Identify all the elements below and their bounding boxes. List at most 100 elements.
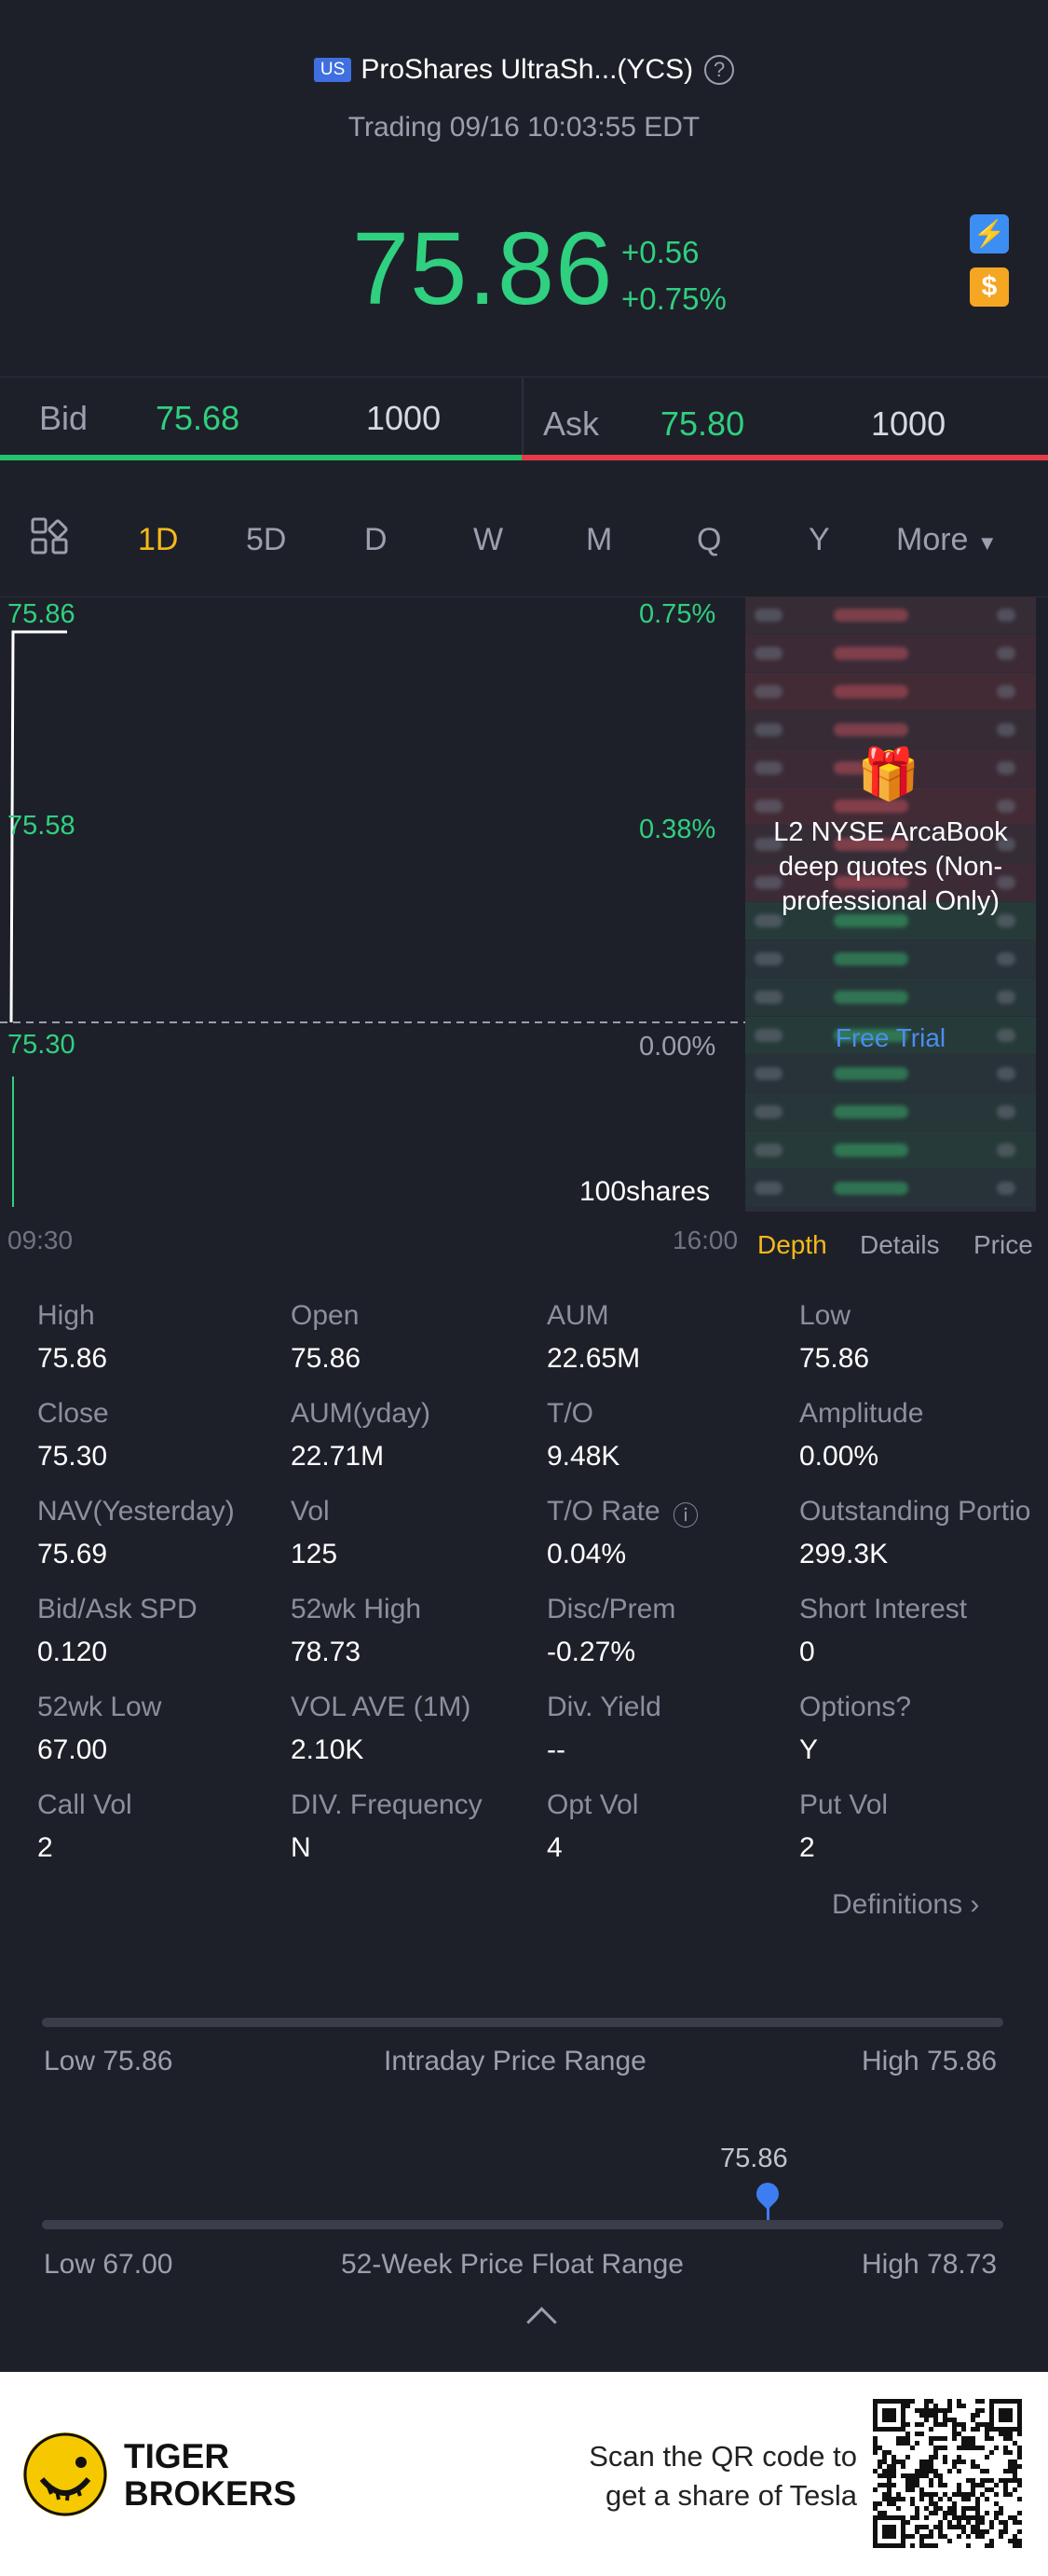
stat-value: 75.86	[799, 1343, 870, 1374]
trading-status: Trading 09/16 10:03:55 EDT	[347, 112, 701, 143]
y-pct-mid: 0.38%	[639, 815, 716, 844]
grid-icon[interactable]	[31, 517, 68, 555]
tab-details[interactable]: Details	[860, 1230, 940, 1259]
stat-item: Open 75.86	[291, 1300, 542, 1375]
stat-item: 52wk High 78.73	[291, 1594, 542, 1668]
stat-value: -0.27%	[547, 1637, 636, 1667]
week52-high: High 78.73	[862, 2249, 998, 2280]
tab-m[interactable]: M	[586, 522, 613, 557]
price-change: +0.56	[621, 235, 700, 269]
price-chart-svg	[0, 630, 745, 1207]
week52-current-value: 75.86	[720, 2144, 788, 2173]
stat-value: 2.10K	[291, 1734, 364, 1765]
tab-y[interactable]: Y	[809, 522, 830, 557]
stat-item: Bid/Ask SPD 0.120	[37, 1594, 289, 1668]
ticker-title: ProShares UltraSh...(YCS)	[361, 54, 694, 85]
y-label-high: 75.86	[7, 599, 75, 629]
stat-label: Low	[799, 1300, 851, 1331]
stat-value: 4	[547, 1832, 563, 1863]
tab-1d[interactable]: 1D	[138, 522, 179, 557]
stat-item: Opt Vol 4	[547, 1789, 798, 1864]
lightning-icon[interactable]: ⚡	[970, 214, 1009, 253]
stat-label: Options?	[799, 1692, 912, 1722]
intraday-chart[interactable]	[0, 596, 745, 1212]
stat-item: T/O Rate 0.04% ⓘ	[547, 1496, 798, 1570]
stat-value: 299.3K	[799, 1539, 889, 1569]
stat-item: VOL AVE (1M) 2.10K	[291, 1692, 542, 1766]
stat-item: Call Vol 2	[37, 1789, 289, 1864]
stat-label: Call Vol	[37, 1789, 132, 1820]
help-icon[interactable]: ?	[704, 55, 735, 85]
scan-text: Scan the QR code to get a share of Tesla	[540, 2437, 857, 2515]
bid-volume-bar	[0, 455, 522, 460]
stat-label: Close	[37, 1398, 109, 1429]
stat-value: 0	[799, 1637, 815, 1667]
x-label-end: 16:00	[673, 1226, 739, 1254]
price-series-line	[9, 630, 67, 1023]
market-badge: US	[313, 58, 352, 82]
chevron-up-icon[interactable]	[526, 2307, 557, 2337]
depth-row	[745, 1093, 1036, 1130]
depth-row	[745, 940, 1036, 978]
depth-row	[745, 864, 1036, 901]
brand-name: TIGER BROKERS	[124, 2438, 296, 2513]
brand-line-2: BROKERS	[124, 2474, 297, 2513]
tab-depth[interactable]: Depth	[757, 1230, 827, 1259]
stat-label: Amplitude	[799, 1398, 924, 1429]
stat-item: Outstanding Portio 299.3K	[799, 1496, 1048, 1570]
stat-value: 2	[799, 1832, 815, 1863]
stat-value: Y	[799, 1734, 819, 1765]
depth-panel[interactable]	[745, 596, 1036, 1212]
stat-label: 52wk High	[291, 1594, 422, 1624]
period-tabs: 1D 5D D W M Q Y More ▼	[0, 485, 1048, 597]
definitions-label: Definitions	[832, 1889, 963, 1920]
stat-label: 52wk Low	[37, 1692, 162, 1722]
info-icon[interactable]: ⓘ	[673, 1501, 700, 1530]
week52-range-title: 52-Week Price Float Range	[341, 2249, 684, 2280]
chevron-down-icon: ▼	[976, 531, 998, 555]
tab-price[interactable]: Price	[973, 1230, 1033, 1259]
stat-item: Options? Y	[799, 1692, 1048, 1766]
tab-w[interactable]: W	[473, 522, 504, 557]
bid-label: Bid	[39, 399, 88, 437]
bid-price: 75.68	[156, 399, 240, 437]
stat-label: High	[37, 1300, 95, 1331]
stat-value: 0.04%	[547, 1539, 627, 1569]
depth-row	[745, 1131, 1036, 1169]
stat-value: 0.120	[37, 1637, 108, 1667]
depth-row	[745, 749, 1036, 787]
dollar-icon[interactable]: $	[970, 267, 1009, 307]
tab-5d[interactable]: 5D	[246, 522, 287, 557]
tab-more[interactable]: More ▼	[896, 522, 998, 558]
free-trial-link[interactable]: Free Trial	[835, 1023, 946, 1052]
week52-low: Low 67.00	[44, 2249, 173, 2280]
price-change-percent: +0.75%	[621, 281, 727, 316]
stat-label: Bid/Ask SPD	[37, 1594, 197, 1624]
stat-label: Short Interest	[799, 1594, 968, 1624]
tab-d[interactable]: D	[364, 522, 388, 557]
stat-item: High 75.86	[37, 1300, 289, 1375]
ticker-title-row[interactable]: US ProShares UltraSh...(YCS)?	[0, 54, 1048, 86]
depth-row	[745, 1170, 1036, 1207]
l2-promo-text: L2 NYSE ArcaBook deep quotes (Non-profes…	[773, 817, 1008, 916]
depth-row	[745, 788, 1036, 825]
stat-item: Disc/Prem -0.27%	[547, 1594, 798, 1668]
stat-item: Short Interest 0	[799, 1594, 1048, 1668]
intraday-range-track	[42, 2018, 1003, 2027]
tab-q[interactable]: Q	[697, 522, 722, 557]
bid-ask-divider	[522, 377, 524, 455]
depth-row	[745, 711, 1036, 748]
stat-label: Div. Yield	[547, 1692, 661, 1722]
stat-item: Put Vol 2	[799, 1789, 1048, 1864]
ask-size: 1000	[871, 404, 946, 443]
stat-label: T/O	[547, 1398, 593, 1429]
stat-value: 0.00%	[799, 1441, 879, 1472]
depth-row	[745, 1017, 1036, 1054]
stat-item: Amplitude 0.00%	[799, 1398, 1048, 1473]
quote-header	[0, 0, 1048, 373]
stat-label: AUM(yday)	[291, 1398, 431, 1429]
stat-value: --	[547, 1734, 565, 1765]
depth-row	[745, 902, 1036, 939]
definitions-link[interactable]: Definitions ›	[832, 1889, 979, 1921]
stat-value: 22.71M	[291, 1441, 385, 1472]
